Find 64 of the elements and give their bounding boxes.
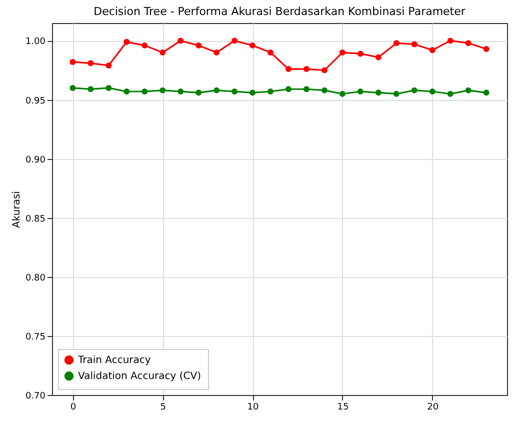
point	[196, 90, 202, 96]
point	[196, 42, 202, 48]
point	[268, 50, 274, 56]
point	[411, 41, 418, 48]
point	[142, 42, 148, 48]
point	[375, 54, 382, 60]
point	[393, 90, 400, 97]
x-tick-label: 15	[337, 402, 349, 412]
x-tick-label: 10	[247, 402, 260, 412]
x-tick-label: 5	[160, 402, 166, 412]
point	[411, 87, 418, 94]
point	[321, 67, 328, 74]
chart-title: Decision Tree - Performa Akurasi Berdasarkan Kombinasi Parameter	[94, 5, 466, 18]
point	[285, 66, 292, 72]
y-axis-title: Akurasi	[11, 191, 22, 228]
y-tick-label: 0.90	[25, 155, 46, 166]
y-tick-label: 1.00	[25, 37, 46, 48]
point	[465, 87, 472, 94]
point	[268, 88, 274, 94]
y-tick-label: 0.95	[25, 96, 46, 106]
point	[447, 38, 454, 44]
point	[124, 88, 130, 94]
point	[339, 50, 346, 56]
y-tick-label: 0.75	[25, 332, 46, 342]
y-tick-label: 0.80	[25, 273, 46, 284]
point	[285, 86, 292, 92]
point	[250, 42, 256, 48]
point	[106, 84, 112, 91]
point	[447, 90, 454, 97]
y-tick-label: 0.70	[25, 392, 46, 402]
point	[429, 88, 436, 94]
point	[250, 90, 256, 96]
point	[375, 90, 382, 96]
point	[178, 88, 184, 94]
point	[303, 66, 310, 72]
point	[178, 38, 184, 44]
point	[465, 40, 472, 46]
point	[214, 50, 220, 56]
point	[70, 58, 76, 65]
point	[232, 38, 238, 44]
point	[88, 60, 94, 66]
y-tick-label: 0.85	[25, 214, 46, 224]
point	[303, 86, 310, 92]
point	[429, 47, 436, 54]
point	[70, 84, 76, 91]
x-tick-label: 0	[70, 402, 76, 412]
point	[106, 62, 112, 69]
point	[483, 46, 490, 52]
legend-label: Train Accuracy	[77, 355, 151, 366]
point	[232, 88, 238, 94]
point	[214, 87, 220, 94]
x-tick-label: 20	[427, 402, 439, 412]
point	[88, 86, 94, 92]
point	[142, 88, 148, 94]
point	[357, 50, 364, 57]
point	[124, 38, 130, 45]
point	[483, 90, 490, 96]
legend-label: Validation Accuracy (CV)	[78, 371, 202, 382]
point	[160, 50, 166, 56]
point	[321, 87, 328, 94]
point	[160, 87, 166, 94]
point	[339, 90, 346, 97]
point	[393, 40, 400, 46]
point	[357, 88, 364, 94]
